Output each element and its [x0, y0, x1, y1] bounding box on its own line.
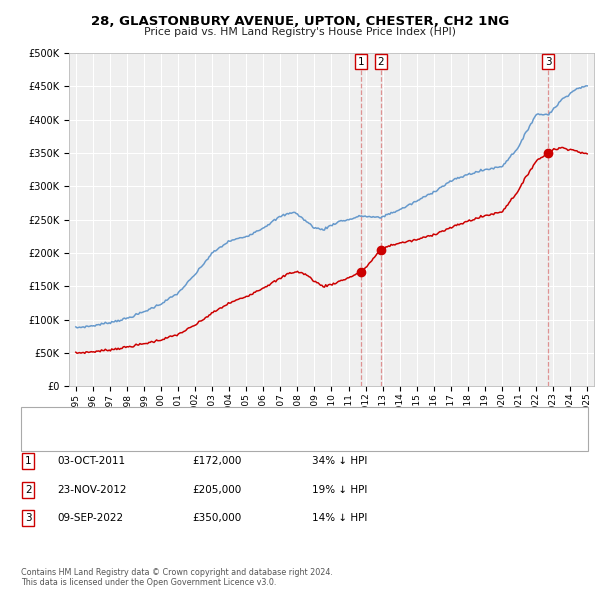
Text: £205,000: £205,000: [192, 485, 241, 494]
Text: 28, GLASTONBURY AVENUE, UPTON, CHESTER, CH2 1NG (detached house): 28, GLASTONBURY AVENUE, UPTON, CHESTER, …: [66, 415, 402, 424]
Text: 3: 3: [25, 513, 32, 523]
Text: Price paid vs. HM Land Registry's House Price Index (HPI): Price paid vs. HM Land Registry's House …: [144, 27, 456, 37]
Text: 03-OCT-2011: 03-OCT-2011: [57, 457, 125, 466]
Text: 2: 2: [377, 57, 384, 67]
Text: £172,000: £172,000: [192, 457, 241, 466]
Text: 19% ↓ HPI: 19% ↓ HPI: [312, 485, 367, 494]
Text: HPI: Average price, detached house, Cheshire West and Chester: HPI: Average price, detached house, Ches…: [66, 434, 356, 444]
Text: 2: 2: [25, 485, 32, 494]
Text: 1: 1: [358, 57, 365, 67]
Text: 1: 1: [25, 457, 32, 466]
Text: 3: 3: [545, 57, 551, 67]
Text: £350,000: £350,000: [192, 513, 241, 523]
Text: 23-NOV-2012: 23-NOV-2012: [57, 485, 127, 494]
Text: 28, GLASTONBURY AVENUE, UPTON, CHESTER, CH2 1NG: 28, GLASTONBURY AVENUE, UPTON, CHESTER, …: [91, 15, 509, 28]
Text: 34% ↓ HPI: 34% ↓ HPI: [312, 457, 367, 466]
Text: Contains HM Land Registry data © Crown copyright and database right 2024.
This d: Contains HM Land Registry data © Crown c…: [21, 568, 333, 587]
Text: 14% ↓ HPI: 14% ↓ HPI: [312, 513, 367, 523]
Text: 09-SEP-2022: 09-SEP-2022: [57, 513, 123, 523]
